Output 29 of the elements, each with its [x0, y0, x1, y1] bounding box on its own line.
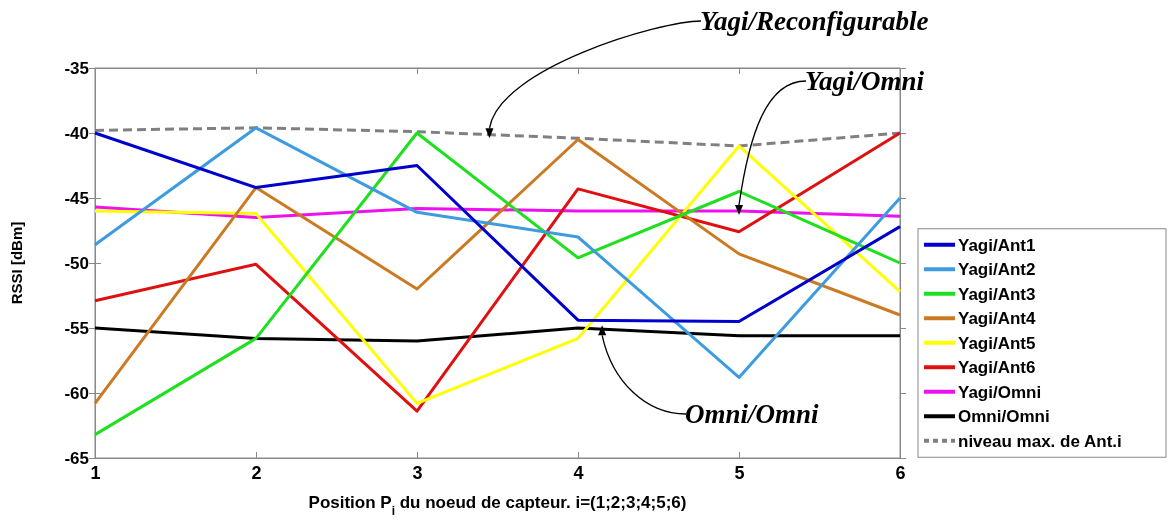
- x-tick-label: 5: [734, 462, 745, 483]
- x-axis-title: Position P$_{i}$ du noeud de capteur. i=(1;2;3;4;5;6): [308, 493, 687, 518]
- y-tick-label: -50: [64, 253, 89, 273]
- line-series: [93, 131, 902, 323]
- annotation: Omni/Omni: [685, 399, 820, 429]
- annotation: Yagi/Reconfigurable: [700, 6, 929, 36]
- y-tick-label: -65: [64, 448, 89, 468]
- y-tick-label: -60: [64, 383, 89, 403]
- x-tick-label: 2: [251, 462, 262, 483]
- legend-label: niveau max. de Ant.i: [958, 431, 1122, 451]
- y-tick-label: -45: [64, 188, 89, 208]
- legend-label: Yagi/Ant1: [958, 235, 1036, 255]
- y-tick-label: -55: [64, 318, 89, 338]
- y-tick-label: -40: [64, 123, 89, 143]
- legend-label: Yagi/Ant3: [958, 284, 1036, 304]
- legend-label: Yagi/Ant5: [958, 333, 1036, 353]
- legend-label: Yagi/Omni: [958, 382, 1042, 402]
- legend-label: Omni/Omni: [958, 407, 1050, 427]
- legend-label: Yagi/Ant6: [958, 358, 1036, 378]
- legend-label: Yagi/Ant4: [958, 309, 1037, 329]
- x-tick-label: 4: [573, 462, 584, 483]
- line-series: [93, 326, 902, 343]
- x-tick-label: 6: [895, 462, 906, 483]
- legend-label: Yagi/Ant2: [958, 260, 1036, 280]
- y-axis-title: RSSI [dBm]: [8, 221, 25, 305]
- annotation: Yagi/Omni: [805, 66, 925, 96]
- x-tick-label: 3: [412, 462, 423, 483]
- y-tick-label: -35: [64, 58, 89, 78]
- x-tick-label: 1: [90, 462, 101, 483]
